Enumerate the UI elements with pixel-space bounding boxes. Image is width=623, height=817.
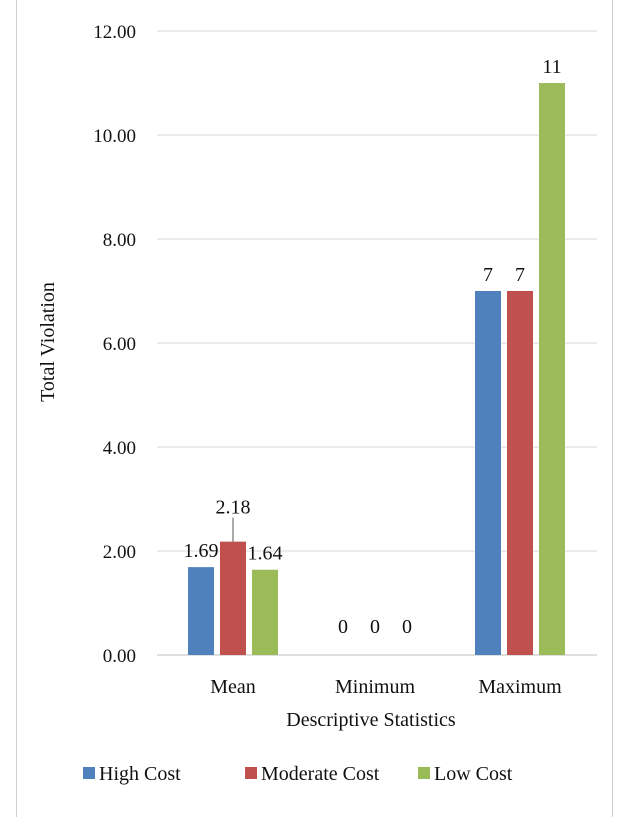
legend-label: Low Cost (434, 763, 513, 785)
data-label: 11 (542, 56, 561, 78)
data-label: 0 (402, 616, 412, 638)
data-label: 7 (515, 264, 525, 286)
bars (188, 83, 565, 655)
legend-swatch (245, 767, 257, 779)
bar (220, 541, 246, 655)
data-label: 1.69 (184, 540, 219, 562)
legend-label: High Cost (99, 763, 181, 785)
x-category-label: Mean (210, 676, 256, 698)
y-axis-ticks: 0.00 2.00 4.00 6.00 8.00 10.00 12.00 (93, 22, 136, 667)
legend-label: Moderate Cost (261, 763, 380, 785)
bar (507, 291, 533, 655)
y-tick-label: 0.00 (103, 646, 136, 667)
y-tick-label: 12.00 (93, 22, 136, 43)
y-axis-title: Total Violation (37, 282, 59, 402)
bar (252, 569, 278, 655)
x-category-label: Minimum (335, 676, 415, 698)
data-label: 0 (370, 616, 380, 638)
legend-swatch (83, 767, 95, 779)
y-tick-label: 8.00 (103, 230, 136, 251)
chart-frame (16, 0, 613, 817)
data-label: 1.64 (248, 543, 283, 565)
bar (475, 291, 501, 655)
y-tick-label: 6.00 (103, 334, 136, 355)
data-label: 0 (338, 616, 348, 638)
legend-swatch (418, 767, 430, 779)
bar (539, 83, 565, 655)
data-labels: 1.692.181.640 0 07 711 (184, 56, 562, 638)
x-axis-title: Descriptive Statistics (286, 709, 456, 731)
data-label: 7 (483, 264, 493, 286)
x-axis-categories: Mean Minimum Maximum (210, 676, 562, 698)
legend: High Cost Moderate Cost Low Cost (83, 763, 513, 785)
x-category-label: Maximum (478, 676, 562, 698)
y-tick-label: 10.00 (93, 126, 136, 147)
y-tick-label: 2.00 (103, 542, 136, 563)
data-label: 2.18 (216, 497, 251, 519)
bar (188, 567, 214, 655)
y-tick-label: 4.00 (103, 438, 136, 459)
